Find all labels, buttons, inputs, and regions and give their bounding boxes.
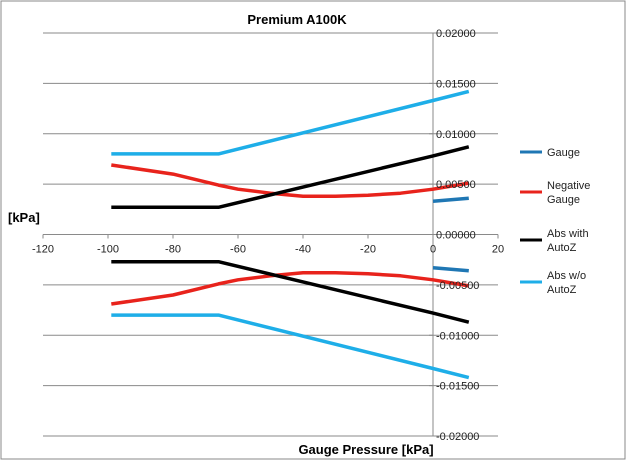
y-tick-label: -0.01000 [436,330,479,342]
legend-item-abs-with-autoz: Abs with AutoZ [520,228,589,254]
x-tick-label: 20 [492,244,504,256]
chart-title: Premium A100K [247,12,347,27]
series-lines [111,89,470,380]
x-axis-title: Gauge Pressure [kPa] [298,442,433,457]
x-tick-label: 0 [430,244,436,256]
legend-item-abs-w-o-autoz: Abs w/o AutoZ [520,270,586,296]
legend-item-negative-gauge: Negative Gauge [520,180,590,206]
y-tick-label: 0.01000 [436,129,476,141]
series-line-abs-with-autoz-lower [111,259,470,324]
y-tick-label: -0.01500 [436,381,479,393]
series-line-negative-gauge-lower [111,271,470,306]
x-tick-label: -100 [97,244,119,256]
x-tick-label: -80 [165,244,181,256]
series-line-abs-w-o-autoz-upper [111,89,470,156]
tick-labels: 0.02000 0.01500 0.01000 0.00500 0.00000 -0.00… [32,28,504,443]
legend-label: Abs with [547,228,589,240]
x-tick-label: -60 [230,244,246,256]
series-line-gauge-lower [432,265,469,273]
series-line-gauge-upper [432,196,469,204]
series-line-negative-gauge-upper [111,163,470,198]
y-tick-label: 0.00000 [436,230,476,242]
y-axis-title: [kPa] [8,210,40,225]
x-tick-label: -20 [360,244,376,256]
legend-label: Abs w/o [547,270,586,282]
y-tick-label: 0.01500 [436,78,476,90]
series-line-abs-w-o-autoz-lower [111,313,470,380]
y-tick-label: -0.02000 [436,431,479,443]
legend-item-gauge: Gauge [520,147,580,159]
legend-label: AutoZ [547,284,577,296]
gridlines [43,32,498,437]
legend-label: Gauge [547,194,580,206]
legend-label: Gauge [547,147,580,159]
legend-label: AutoZ [547,242,577,254]
x-tick-label: -40 [295,244,311,256]
legend: Gauge Negative Gauge Abs with AutoZ Abs w/o Au… [520,147,590,296]
x-tick-label: -120 [32,244,54,256]
y-tick-label: 0.00500 [436,179,476,191]
legend-label: Negative [547,180,590,192]
y-tick-label: 0.02000 [436,28,476,40]
series-line-abs-with-autoz-upper [111,145,470,210]
y-tick-label: -0.00500 [436,280,479,292]
